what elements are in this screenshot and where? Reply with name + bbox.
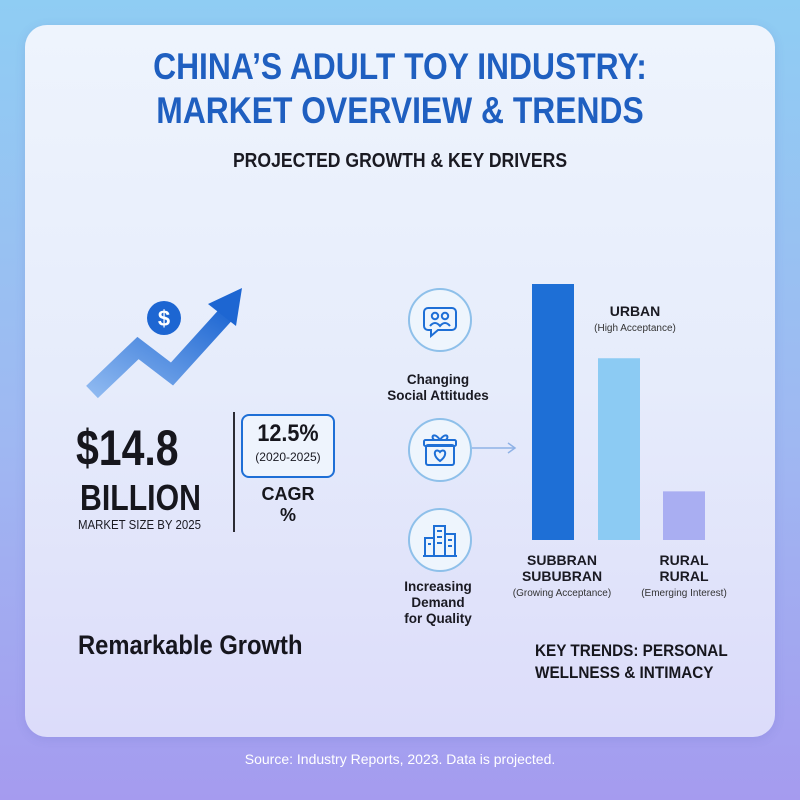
driver-label-quality: Increasing Demand for Quality: [370, 579, 506, 627]
growth-arrow-icon: [86, 288, 242, 399]
driver-label-line: for Quality: [404, 611, 472, 626]
gift-heart-icon: [423, 434, 457, 466]
cagr-label: CAGR: [261, 484, 315, 504]
bar-label-line: RURAL: [659, 568, 709, 584]
driver-label-social: Changing Social Attitudes: [370, 372, 506, 404]
driver-label-line: Social Attitudes: [387, 388, 489, 403]
key-trends-heading: KEY TRENDS: PERSONAL WELLNESS & INTIMACY: [535, 640, 728, 684]
people-bubble-icon: [423, 307, 457, 339]
bar-label-urban: URBAN: [609, 303, 661, 319]
bar-label-rural: RURAL RURAL: [634, 552, 734, 584]
infographic-card: [25, 25, 775, 737]
page-title-line1: CHINA’S ADULT TOY INDUSTRY:: [153, 46, 647, 87]
growth-headline: Remarkable Growth: [78, 630, 303, 660]
page-subtitle: PROJECTED GROWTH & KEY DRIVERS: [232, 150, 568, 172]
svg-text:$: $: [158, 306, 170, 331]
bar-note-suburban: (Growing Acceptance): [512, 588, 612, 599]
bar-label-line: RURAL: [659, 552, 709, 568]
driver-label-line: Increasing: [404, 579, 472, 594]
source-footer: Source: Industry Reports, 2023. Data is …: [244, 751, 556, 767]
driver-label-line: Changing: [406, 372, 470, 387]
arrow-right-icon: [472, 442, 517, 454]
bar-note-rural: (Emerging Interest): [641, 588, 727, 599]
bar-note-urban: (High Acceptance): [594, 323, 676, 334]
buildings-icon: [423, 525, 457, 557]
market-size-caption: MARKET SIZE BY 2025: [78, 517, 201, 532]
bar-suburban: [598, 358, 640, 540]
market-size-value: $14.8: [76, 420, 179, 476]
cagr-percent: %: [279, 505, 296, 525]
bar-rural: [663, 491, 705, 540]
market-size-unit: BILLION: [80, 477, 201, 518]
bar-urban: [532, 284, 574, 540]
key-trends-line: WELLNESS & INTIMACY: [535, 663, 714, 682]
dollar-icon: $: [147, 301, 181, 335]
driver-label-line: Demand: [411, 595, 465, 610]
cagr-period: (2020-2025): [255, 450, 321, 464]
driver-social-attitudes: [408, 288, 472, 352]
bar-label-suburban: SUBBRAN SUBUBRAN: [507, 552, 617, 584]
cagr-box: 12.5% (2020-2025): [241, 414, 335, 478]
bar-label-line: SUBBRAN: [527, 552, 597, 568]
key-trends-line: KEY TRENDS: PERSONAL: [535, 641, 728, 660]
cagr-value: 12.5%: [257, 420, 319, 447]
page-title-line2: MARKET OVERVIEW & TRENDS: [156, 90, 644, 131]
driver-quality-demand: [408, 508, 472, 572]
driver-gift: [408, 418, 472, 482]
stat-divider: [233, 412, 235, 532]
growth-graphic: $: [86, 288, 242, 399]
bar-label-line: SUBUBRAN: [521, 568, 603, 584]
